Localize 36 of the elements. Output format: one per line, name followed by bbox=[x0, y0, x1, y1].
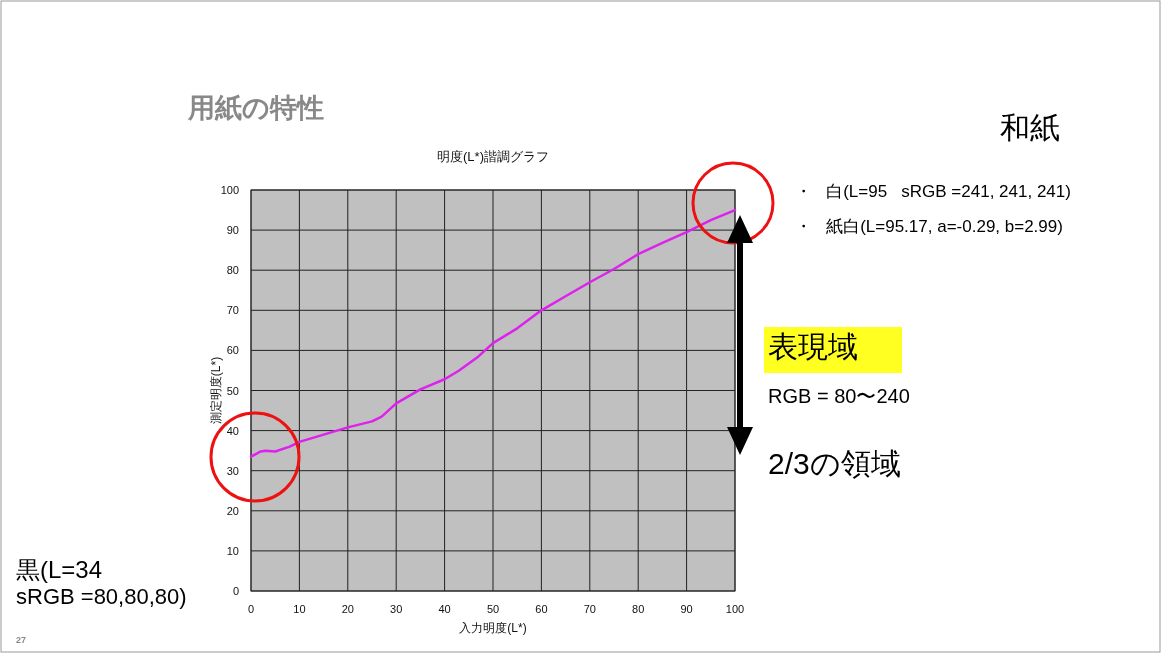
y-tick-label: 90 bbox=[226, 224, 239, 237]
text: ・ 紙白(L=95.17, a=-0.29, b=2.99) bbox=[795, 217, 1063, 236]
text: RGB = 80〜240 bbox=[768, 385, 910, 407]
x-tick-label: 40 bbox=[438, 603, 451, 615]
x-tick-label: 50 bbox=[486, 603, 500, 615]
y-tick-label: 0 bbox=[232, 585, 239, 597]
y-tick-label: 50 bbox=[226, 384, 239, 397]
y-tick-label: 40 bbox=[226, 424, 239, 437]
line-series bbox=[249, 208, 737, 458]
text: 表現域 bbox=[768, 330, 858, 363]
text: 和紙 bbox=[1000, 111, 1060, 144]
x-tick-label: 100 bbox=[725, 603, 745, 615]
y-tick-label: 60 bbox=[226, 344, 239, 357]
y-tick-label: 80 bbox=[226, 264, 239, 277]
x-tick-label: 20 bbox=[341, 603, 354, 615]
y-tick-label: 100 bbox=[220, 184, 239, 196]
x-tick-label: 0 bbox=[247, 603, 255, 615]
x-tick-label: 90 bbox=[680, 603, 693, 615]
x-tick-label: 10 bbox=[293, 603, 306, 615]
y-tick-label: 70 bbox=[226, 304, 239, 317]
y-tick-label: 20 bbox=[226, 504, 239, 517]
y-tick-label: 30 bbox=[226, 464, 239, 477]
text: 27 bbox=[16, 635, 27, 645]
chart-subtitle: 用紙の特性 bbox=[187, 93, 324, 123]
x-tick-label: 70 bbox=[583, 603, 596, 615]
text: 2/3の領域 bbox=[768, 447, 901, 480]
text: 黒(L=34 bbox=[16, 556, 103, 583]
x-tick-label: 30 bbox=[390, 603, 403, 615]
x-tick-label: 80 bbox=[632, 603, 645, 615]
text: sRGB =80,80,80) bbox=[16, 584, 187, 609]
x-axis-title: 入力明度(L*) bbox=[459, 621, 527, 635]
y-tick-label: 10 bbox=[226, 544, 239, 557]
x-tick-label: 60 bbox=[535, 603, 548, 615]
text: ・ 白(L=95 sRGB =241, 241, 241) bbox=[795, 182, 1071, 201]
chart-title: 明度(L*)諧調グラフ bbox=[437, 149, 549, 164]
y-axis-title: 測定明度(L*) bbox=[209, 356, 223, 425]
